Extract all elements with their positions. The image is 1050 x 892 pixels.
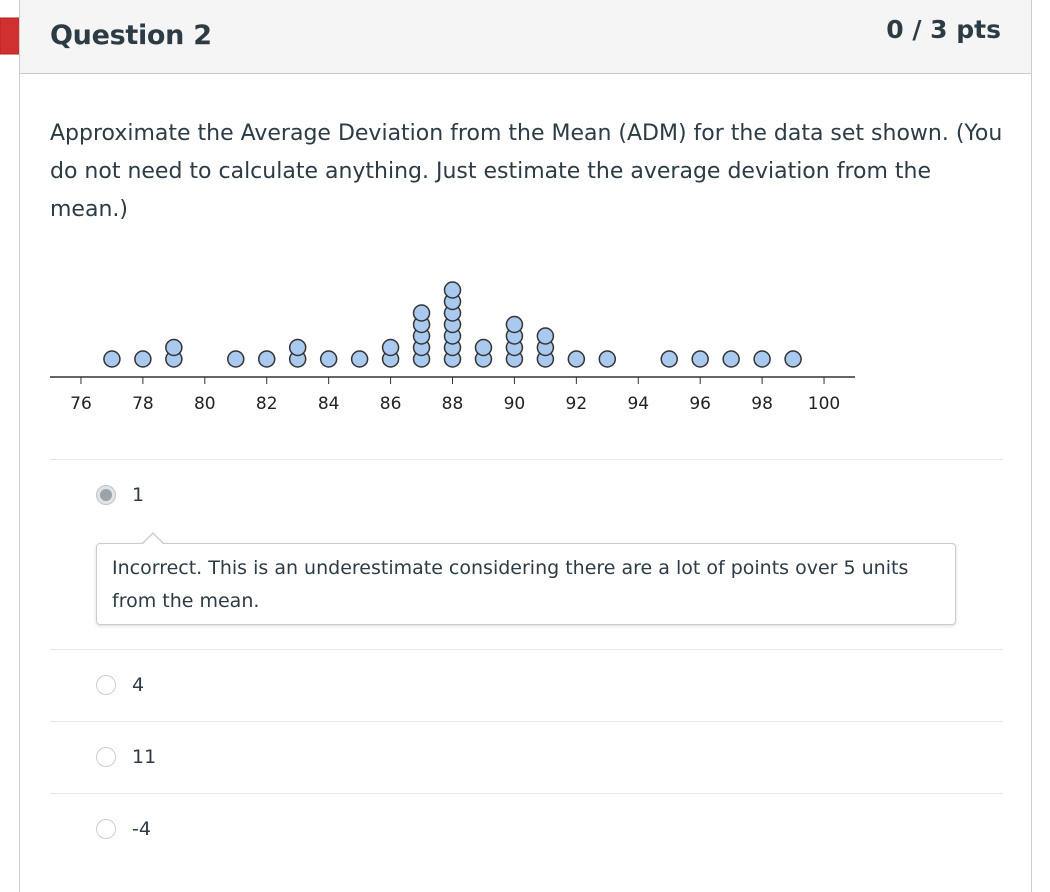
data-point: [722, 350, 740, 368]
question-points: 0 / 3 pts: [886, 15, 1001, 44]
x-tick-label: 92: [566, 394, 588, 414]
data-point: [505, 315, 524, 334]
question-title: Question 2: [50, 20, 212, 51]
data-point: [350, 350, 369, 368]
answer-option-3[interactable]: 11: [96, 743, 156, 771]
x-tick-label: 90: [504, 394, 526, 414]
answer-option-2[interactable]: 4: [96, 671, 144, 699]
x-tick-label: 96: [689, 394, 711, 414]
dot-plot: 76 78 80 82 84 86 88 90 92 94 96 98 100: [50, 281, 855, 414]
question-header: Question 2 0 / 3 pts: [20, 0, 1031, 74]
divider: [50, 649, 1003, 650]
answer-radio[interactable]: [96, 819, 116, 839]
x-tick-label: 84: [318, 394, 340, 414]
feedback-text: Incorrect. This is an underestimate cons…: [112, 557, 909, 612]
x-tick-label: 80: [194, 394, 216, 414]
data-point: [443, 281, 462, 299]
data-point: [753, 350, 771, 368]
x-tick-label: 88: [442, 394, 464, 414]
data-point: [165, 338, 183, 357]
answer-option-1[interactable]: 1: [96, 481, 144, 509]
data-point: [691, 350, 709, 368]
data-point: [412, 304, 431, 322]
divider: [50, 721, 1003, 722]
answer-label: 11: [132, 746, 157, 768]
data-point: [536, 327, 555, 345]
data-point: [567, 350, 586, 368]
data-point: [598, 350, 617, 368]
question-card: Question 2 0 / 3 pts Approximate the Ave…: [19, 0, 1032, 892]
answer-option-4[interactable]: -4: [96, 815, 151, 843]
feedback-box: Incorrect. This is an underestimate cons…: [96, 532, 956, 625]
data-point: [103, 350, 121, 368]
data-point: [660, 350, 678, 368]
x-tick-label: 98: [751, 394, 773, 414]
x-tick-label: 76: [70, 394, 92, 414]
divider: [50, 793, 1003, 794]
answer-radio[interactable]: [96, 675, 116, 695]
data-point: [227, 350, 245, 368]
answer-radio[interactable]: [96, 747, 116, 767]
data-point: [288, 338, 307, 357]
data-point: [134, 350, 152, 368]
data-point: [784, 350, 802, 368]
x-tick-label: 94: [627, 394, 649, 414]
answer-radio[interactable]: [96, 485, 116, 505]
answer-label: -4: [132, 818, 151, 840]
answer-label: 1: [132, 484, 145, 506]
x-tick-label: 82: [256, 394, 278, 414]
data-point: [381, 338, 400, 357]
question-text: Approximate the Average Deviation from t…: [50, 121, 1003, 222]
data-point: [474, 338, 493, 357]
answer-label: 4: [132, 674, 145, 696]
x-tick-label: 86: [380, 394, 402, 414]
x-tick-label: 100: [808, 394, 840, 414]
data-point: [257, 350, 276, 368]
data-point: [319, 350, 338, 368]
x-tick-label: 78: [132, 394, 154, 414]
divider: [50, 459, 1003, 460]
